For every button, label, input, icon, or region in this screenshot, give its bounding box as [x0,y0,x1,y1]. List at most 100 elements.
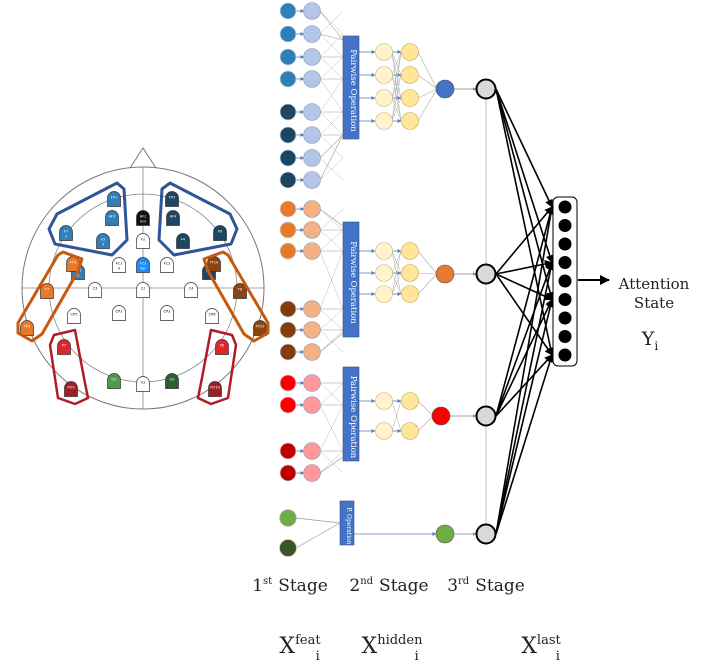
electrode-sublabel: 9 [118,267,120,271]
edge [319,250,344,310]
hidden-node [401,66,419,84]
electrode-shape [233,283,247,299]
group-outline-right-frontal [157,181,239,257]
edge [391,250,402,274]
electrode-shape [166,210,180,226]
electrode-label: FT9 [70,261,77,265]
electrode-shape [160,257,174,273]
edge [495,261,555,535]
edge [495,273,553,301]
group-outline-left-parietal [48,328,90,406]
output-label-line2: State [634,294,674,312]
electrode-label: FCz [140,262,147,266]
input-node [279,200,297,218]
var-last-base: X [521,634,537,659]
electrode: TP10 [253,320,267,336]
attention-node [558,237,572,251]
electrode-label: AF3 [109,215,116,219]
electrode: AF3 [105,210,119,226]
edge [417,88,438,122]
edge [417,51,438,90]
edge [319,134,344,181]
electrode-label: PO9 [67,386,75,390]
edge [391,400,402,432]
edge [417,415,434,432]
electrode: O1 [107,373,121,389]
edge [319,157,344,181]
electrode: Fz [136,233,150,249]
input-node [279,464,297,482]
electrode: FP2 [165,191,179,207]
electrode-label: TP10 [255,325,266,329]
hidden-node [401,89,419,107]
attention-nodes [558,200,572,362]
edge [417,272,438,275]
edge [391,51,402,76]
electrode-shape [40,283,54,299]
input-node [279,242,297,260]
input-node [279,300,297,318]
input-node [279,396,297,414]
electrode: CP6 [205,308,219,324]
electrode-label: FP2 [169,196,176,200]
edge [391,272,402,295]
electrode: FT10 [207,256,221,272]
edge [417,74,438,90]
input-node [279,2,297,20]
electrode-shape [205,308,219,324]
edge [319,329,344,353]
edge [319,208,344,231]
input-node [279,343,297,361]
edge [417,400,434,417]
electrode-shape [64,381,78,397]
feature-node [303,48,321,66]
stage-2-word: Stage [379,576,429,596]
electrode-shape [208,381,222,397]
electrode-label: O1 [111,378,116,382]
input-node [279,374,297,392]
electrode: C4 [184,282,198,298]
electrode-layer: F73F34FC55FP1AF3FP2AF4F4F8FC6AFzGndFzFT9… [20,191,267,397]
electrode-shape [213,225,227,241]
input-node [279,126,297,144]
stage-label-1: 1st Stage [252,576,328,596]
electrode-label: PO10 [210,386,220,390]
edge [319,382,344,406]
feature-node [303,464,321,482]
electrode-label: T8 [237,288,243,292]
electrode-label: T7 [44,288,49,292]
edge [319,456,344,474]
electrode: PO10 [208,381,222,397]
stage-2-sup: nd [360,576,373,587]
hidden-node [401,285,419,303]
hidden-node [401,422,419,440]
operation-label: P. Operation [345,507,352,544]
stage-label-2: 2nd Stage [349,576,428,596]
electrode-label: F3 [101,238,105,242]
electrode-shape [107,191,121,207]
electrode: F34 [96,233,110,249]
stage-3-num: 3 [447,576,458,596]
group-outline-right-parietal [196,328,238,406]
electrode-shape [107,373,121,389]
operation-box: Pairwise Operation [342,35,360,140]
edge [417,273,438,295]
hidden-node [375,422,393,440]
feature-node [303,70,321,88]
feature-node [303,321,321,339]
stage-label-3: 3rd Stage [447,576,525,596]
group-output-node [435,79,455,99]
edge [319,229,344,252]
edge [417,88,438,99]
electrode-sublabel: 3 [65,235,67,239]
hidden-node [375,264,393,282]
edge [495,261,554,417]
feature-node [303,300,321,318]
operation-box-rect [342,366,360,462]
electrode: CP1 [112,305,126,321]
input-node [279,25,297,43]
input-node [279,149,297,167]
var-feat-sup: feat [295,633,321,648]
